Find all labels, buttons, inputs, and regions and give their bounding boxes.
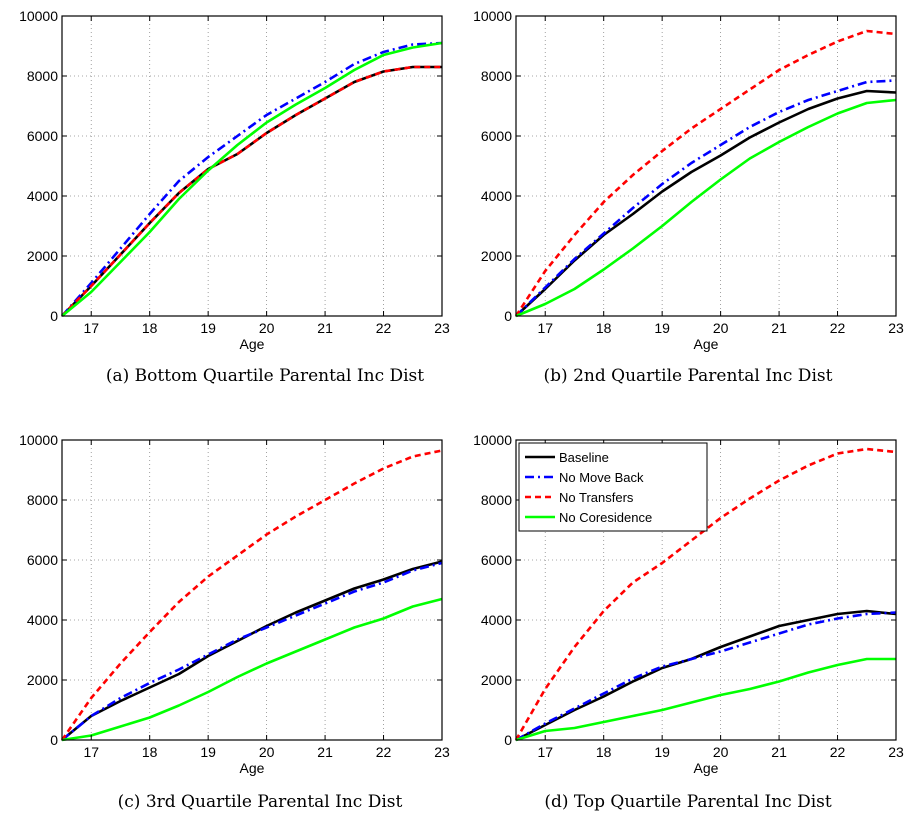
x-axis-label: Age (240, 760, 265, 776)
legend-label-no-move-back: No Move Back (559, 470, 644, 485)
x-tick-label: 20 (259, 320, 275, 336)
series-group-a (61, 41, 443, 318)
x-tick-label: 19 (200, 744, 216, 760)
series-line-baseline (515, 89, 897, 317)
y-tick-label: 10000 (473, 432, 512, 448)
legend: Baseline No Move Back No Transfers No Cores… (518, 442, 708, 532)
x-tick-label: 22 (830, 320, 846, 336)
x-tick-label: 19 (654, 744, 670, 760)
plot-area-a (62, 16, 442, 316)
y-tick-label: 6000 (481, 552, 512, 568)
series-line-no-transfers (60, 449, 443, 741)
x-tick-label: 23 (434, 744, 450, 760)
legend-label-no-transfers: No Transfers (559, 490, 634, 505)
x-tick-label: 19 (654, 320, 670, 336)
y-tick-label: 4000 (27, 188, 58, 204)
series-group-b (514, 29, 897, 318)
grid-a (62, 16, 442, 316)
x-tick-label: 17 (83, 320, 99, 336)
panel-caption-a: (a) Bottom Quartile Parental Inc Dist (106, 366, 424, 386)
x-tick-label: 18 (596, 744, 612, 760)
panel-a: 17 18 19 20 21 22 23 0 2000 4000 6000 8000 10000 Age (… (19, 8, 450, 386)
series-line-no-coresidence (515, 657, 896, 742)
y-tick-label: 10000 (19, 432, 58, 448)
y-tick-label: 8000 (27, 492, 58, 508)
x-tick-label: 17 (537, 320, 553, 336)
grid-b (516, 16, 896, 316)
axes-box-d (515, 439, 897, 741)
series-line-no-transfers (61, 65, 442, 317)
series-line-no-transfers (514, 29, 897, 317)
y-tick-label: 8000 (481, 492, 512, 508)
x-tick-label: 17 (83, 744, 99, 760)
series-line-no-move-back (61, 41, 443, 317)
series-line-baseline (61, 560, 443, 742)
y-tick-label: 4000 (481, 188, 512, 204)
panel-c: 17 18 19 20 21 22 23 0 2000 4000 6000 8000 10000 Age (… (19, 432, 450, 812)
panel-caption-d: (d) Top Quartile Parental Inc Dist (544, 792, 832, 812)
axes-box-b (515, 15, 897, 317)
y-tick-label: 4000 (481, 612, 512, 628)
x-tick-label: 21 (771, 744, 787, 760)
y-tick-label: 2000 (27, 672, 58, 688)
plot-area-b (516, 16, 896, 316)
x-tick-label: 22 (376, 744, 392, 760)
x-tick-label: 23 (888, 744, 904, 760)
series-line-no-coresidence (61, 41, 443, 318)
x-tick-label: 23 (434, 320, 450, 336)
y-tick-label: 0 (50, 732, 58, 748)
panel-d: 17 18 19 20 21 22 23 0 2000 4000 6000 8000 10000 Age (… (473, 432, 904, 812)
y-tick-label: 0 (504, 308, 512, 324)
series-group-d (514, 447, 897, 742)
plot-area-c (62, 440, 442, 740)
y-tick-label: 10000 (19, 8, 58, 24)
x-tick-label: 23 (888, 320, 904, 336)
y-tick-label: 6000 (481, 128, 512, 144)
series-line-no-coresidence (515, 98, 897, 318)
series-line-no-transfers (514, 447, 897, 741)
x-axis-label: Age (694, 336, 719, 352)
y-tick-label: 0 (504, 732, 512, 748)
x-tick-label: 17 (537, 744, 553, 760)
y-tick-label: 8000 (27, 68, 58, 84)
x-tick-label: 21 (317, 320, 333, 336)
panel-b: 17 18 19 20 21 22 23 0 2000 4000 6000 8000 10000 Age (… (473, 8, 904, 386)
legend-label-baseline: Baseline (559, 450, 609, 465)
x-tick-label: 20 (713, 320, 729, 336)
series-group-c (60, 449, 443, 742)
y-tick-label: 4000 (27, 612, 58, 628)
x-tick-label: 22 (830, 744, 846, 760)
panel-caption-c: (c) 3rd Quartile Parental Inc Dist (118, 792, 403, 812)
y-tick-label: 6000 (27, 552, 58, 568)
x-tick-label: 18 (596, 320, 612, 336)
series-line-no-move-back (515, 611, 897, 742)
series-line-no-coresidence (61, 597, 443, 742)
y-tick-label: 2000 (27, 248, 58, 264)
x-tick-label: 21 (317, 744, 333, 760)
y-tick-label: 2000 (481, 672, 512, 688)
x-tick-label: 19 (200, 320, 216, 336)
y-tick-label: 6000 (27, 128, 58, 144)
x-tick-label: 18 (142, 744, 158, 760)
x-tick-label: 20 (713, 744, 729, 760)
axes-box-a (61, 15, 443, 317)
y-tick-label: 0 (50, 308, 58, 324)
y-tick-label: 8000 (481, 68, 512, 84)
x-tick-label: 18 (142, 320, 158, 336)
y-tick-label: 10000 (473, 8, 512, 24)
x-axis-label: Age (694, 760, 719, 776)
x-tick-label: 21 (771, 320, 787, 336)
grid-d (516, 440, 896, 740)
series-line-no-move-back (61, 561, 443, 742)
series-line-baseline (515, 609, 897, 742)
x-axis-label: Age (240, 336, 265, 352)
legend-label-no-coresidence: No Coresidence (559, 510, 652, 525)
axes-box-c (61, 439, 443, 741)
panel-caption-b: (b) 2nd Quartile Parental Inc Dist (544, 366, 833, 386)
x-tick-label: 22 (376, 320, 392, 336)
x-tick-label: 20 (259, 744, 275, 760)
series-line-no-move-back (515, 79, 897, 317)
y-tick-label: 2000 (481, 248, 512, 264)
